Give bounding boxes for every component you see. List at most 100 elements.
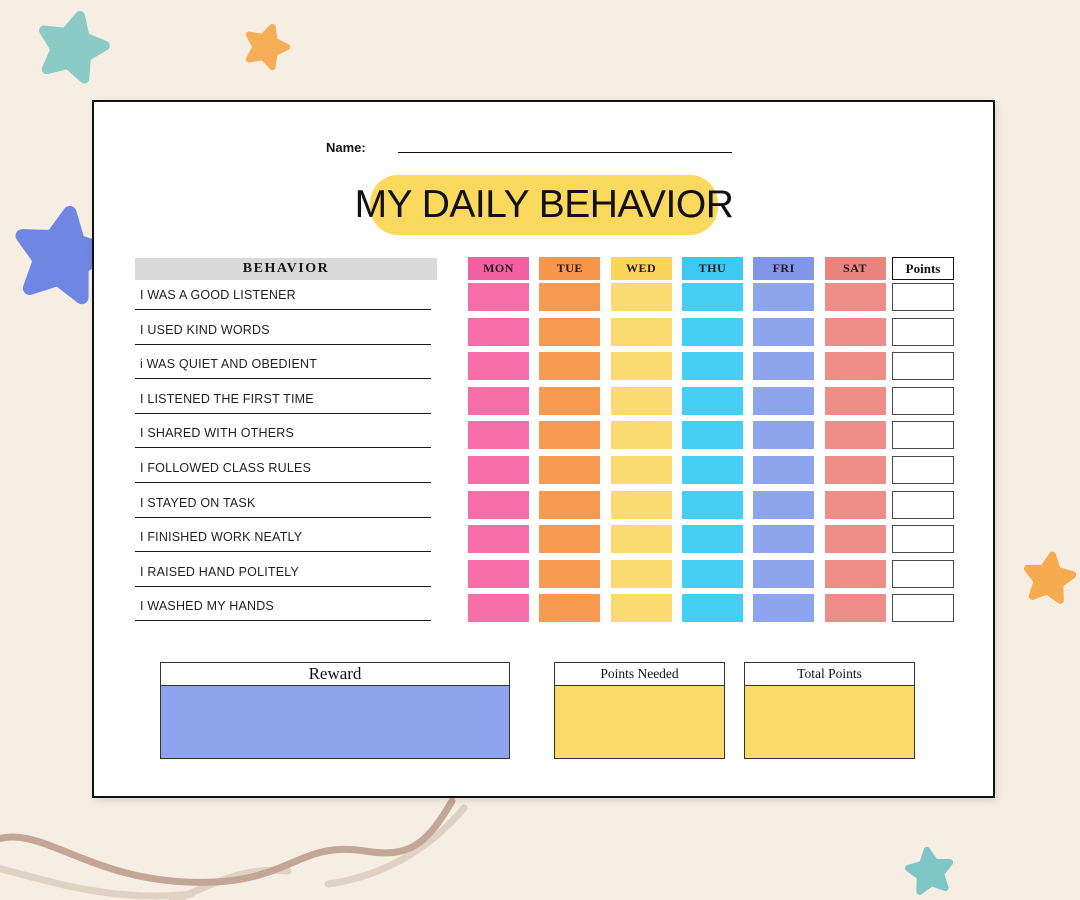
points-needed-label: Points Needed <box>555 663 724 686</box>
day-cell-wed-row10[interactable] <box>610 594 672 623</box>
day-cell-thu-row9[interactable] <box>681 559 743 588</box>
points-needed-fill-area[interactable] <box>555 686 724 758</box>
reward-label: Reward <box>161 663 509 686</box>
behavior-row-9: I RAISED HAND POLITELY <box>135 552 431 587</box>
day-cell-mon-row8[interactable] <box>468 525 529 554</box>
day-cell-tue-row6[interactable] <box>539 456 601 484</box>
day-header-tue: TUE <box>539 257 601 280</box>
day-cell-sat-row4[interactable] <box>824 386 886 415</box>
day-cell-thu-row8[interactable] <box>681 525 743 554</box>
day-cell-sat-row3[interactable] <box>824 352 886 381</box>
points-cell-row5[interactable] <box>892 421 954 450</box>
day-cell-tue-row10[interactable] <box>539 594 601 623</box>
points-cell-row9[interactable] <box>892 559 954 588</box>
points-cell-row7[interactable] <box>892 490 954 519</box>
day-cell-tue-row1[interactable] <box>539 283 601 311</box>
day-cell-thu-row2[interactable] <box>681 317 743 346</box>
day-cell-thu-row5[interactable] <box>681 421 743 450</box>
day-cell-fri-row9[interactable] <box>753 559 815 588</box>
star-teal-top-left-icon <box>35 8 110 81</box>
day-cell-sat-row10[interactable] <box>824 594 886 623</box>
day-cell-fri-row4[interactable] <box>753 386 815 415</box>
day-header-sat: SAT <box>824 257 886 280</box>
points-cell-row10[interactable] <box>892 594 954 623</box>
day-cell-fri-row10[interactable] <box>753 594 815 623</box>
points-cell-row8[interactable] <box>892 525 954 554</box>
day-cell-mon-row3[interactable] <box>468 352 529 381</box>
name-input-line[interactable] <box>398 152 732 153</box>
total-points-box: Total Points <box>744 662 915 759</box>
day-cell-sat-row5[interactable] <box>824 421 886 450</box>
day-cell-tue-row4[interactable] <box>539 386 601 415</box>
day-cell-thu-row3[interactable] <box>681 352 743 381</box>
day-cell-thu-row1[interactable] <box>681 283 743 311</box>
day-cell-tue-row7[interactable] <box>539 490 601 519</box>
day-cell-wed-row5[interactable] <box>610 421 672 450</box>
day-cell-wed-row6[interactable] <box>610 456 672 484</box>
points-cell-row1[interactable] <box>892 283 954 311</box>
page-title: MY DAILY BEHAVIOR <box>355 175 734 235</box>
day-cell-thu-row4[interactable] <box>681 386 743 415</box>
behavior-row-8: I FINISHED WORK NEATLY <box>135 518 431 553</box>
day-cell-wed-row1[interactable] <box>610 283 672 311</box>
day-cell-mon-row6[interactable] <box>468 456 529 484</box>
day-cell-fri-row1[interactable] <box>753 283 815 311</box>
day-cell-mon-row1[interactable] <box>468 283 529 311</box>
day-cell-sat-row1[interactable] <box>824 283 886 311</box>
day-cell-sat-row8[interactable] <box>824 525 886 554</box>
day-cell-wed-row7[interactable] <box>610 490 672 519</box>
day-cell-mon-row2[interactable] <box>468 317 529 346</box>
reward-box: Reward <box>160 662 510 759</box>
day-cell-thu-row10[interactable] <box>681 594 743 623</box>
day-cell-wed-row2[interactable] <box>610 317 672 346</box>
star-orange-top-icon <box>242 21 292 69</box>
behavior-row-6: I FOLLOWED CLASS RULES <box>135 448 431 483</box>
day-cell-sat-row9[interactable] <box>824 559 886 588</box>
day-cell-fri-row2[interactable] <box>753 317 815 346</box>
behavior-row-2: I USED KIND WORDS <box>135 310 431 345</box>
behavior-row-4: I LISTENED THE FIRST TIME <box>135 379 431 414</box>
day-cell-tue-row2[interactable] <box>539 317 601 346</box>
day-cell-wed-row9[interactable] <box>610 559 672 588</box>
total-points-label: Total Points <box>745 663 914 686</box>
behavior-row-1: I WAS A GOOD LISTENER <box>135 275 431 310</box>
day-cell-fri-row6[interactable] <box>753 456 815 484</box>
star-teal-bottom-icon <box>906 847 953 892</box>
day-cell-sat-row6[interactable] <box>824 456 886 484</box>
behavior-row-10: I WASHED MY HANDS <box>135 587 431 622</box>
day-cell-tue-row8[interactable] <box>539 525 601 554</box>
points-cell-row2[interactable] <box>892 317 954 346</box>
day-header-mon: MON <box>468 257 529 280</box>
day-header-fri: FRI <box>753 257 815 280</box>
day-cell-tue-row5[interactable] <box>539 421 601 450</box>
day-cell-mon-row10[interactable] <box>468 594 529 623</box>
day-cell-wed-row8[interactable] <box>610 525 672 554</box>
day-cell-fri-row8[interactable] <box>753 525 815 554</box>
day-cell-tue-row9[interactable] <box>539 559 601 588</box>
day-cell-mon-row4[interactable] <box>468 386 529 415</box>
day-cell-fri-row7[interactable] <box>753 490 815 519</box>
total-points-fill-area[interactable] <box>745 686 914 758</box>
reward-fill-area[interactable] <box>161 686 509 758</box>
behavior-row-7: I STAYED ON TASK <box>135 483 431 518</box>
day-cell-sat-row2[interactable] <box>824 317 886 346</box>
day-cell-thu-row6[interactable] <box>681 456 743 484</box>
day-cell-wed-row3[interactable] <box>610 352 672 381</box>
day-cell-fri-row5[interactable] <box>753 421 815 450</box>
star-orange-right-icon <box>1024 552 1075 601</box>
points-cell-row6[interactable] <box>892 456 954 484</box>
day-cell-tue-row3[interactable] <box>539 352 601 381</box>
day-cell-mon-row5[interactable] <box>468 421 529 450</box>
day-cell-wed-row4[interactable] <box>610 386 672 415</box>
day-cell-fri-row3[interactable] <box>753 352 815 381</box>
day-cell-mon-row7[interactable] <box>468 490 529 519</box>
points-cell-row3[interactable] <box>892 352 954 381</box>
day-cell-sat-row7[interactable] <box>824 490 886 519</box>
points-column-header: Points <box>892 257 954 280</box>
day-cell-thu-row7[interactable] <box>681 490 743 519</box>
day-cell-mon-row9[interactable] <box>468 559 529 588</box>
name-label: Name: <box>326 140 366 155</box>
points-cell-row4[interactable] <box>892 386 954 415</box>
